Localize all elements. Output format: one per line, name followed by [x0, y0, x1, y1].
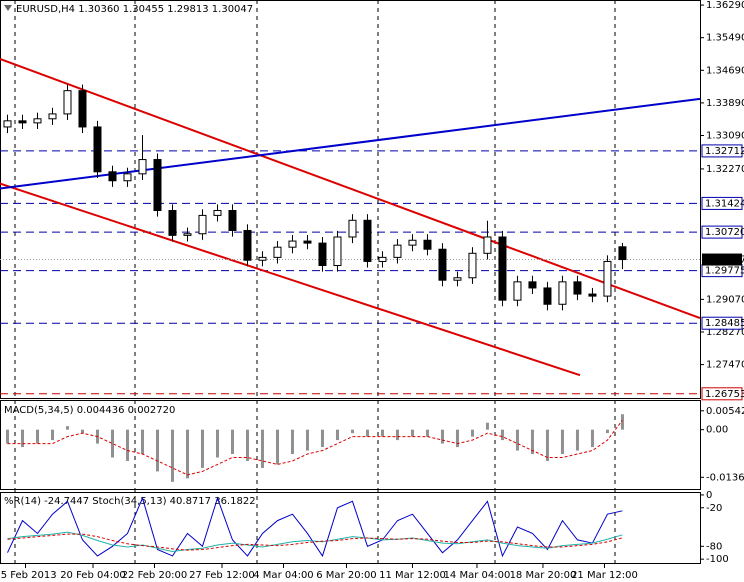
candle-body: [33, 118, 42, 124]
level-label: 1.32712: [705, 146, 744, 157]
y-tick-label: 1.33090: [706, 131, 744, 142]
candle-body: [363, 219, 372, 262]
y-tick-label: 1.36290: [706, 0, 744, 11]
candle-body: [243, 229, 252, 261]
osc-title: %R(14) -24.7447 Stoch(34,5,13) 40.8717 3…: [4, 496, 256, 507]
x-tick-label: 14 Mar 04:00: [444, 570, 511, 581]
trend-line: [0, 182, 581, 377]
y-tick-label: 1.34690: [706, 65, 744, 76]
x-tick-label: 11 Mar 12:00: [379, 570, 446, 581]
candle-body: [423, 239, 432, 250]
macd-title: MACD(5,34,5) 0.004436 0.002720: [4, 405, 175, 416]
y-tick-label: 0.005429: [706, 406, 744, 417]
candle-body: [78, 90, 87, 128]
candle-body: [603, 260, 612, 297]
panel-frames: [0, 0, 701, 564]
y-tick-label: 1.33890: [706, 98, 744, 109]
macd-signal: [7, 419, 623, 476]
level-label: 1.30720: [705, 227, 744, 238]
vertical-separators: [14, 0, 616, 564]
x-tick-label: 15 Feb 2013: [0, 570, 57, 581]
candle-body: [393, 244, 402, 258]
candle-body: [498, 236, 507, 301]
candle-body: [198, 214, 207, 235]
candle-body: [468, 252, 477, 279]
candle-body: [528, 281, 537, 289]
candle-body: [513, 281, 522, 301]
current-price-box: [702, 253, 742, 266]
candle-body: [138, 159, 147, 175]
y-tick-label: 1.28270: [706, 327, 744, 338]
candle-body: [123, 173, 132, 182]
y-tick-label: 1.29070: [706, 294, 744, 305]
level-label-box: [701, 196, 743, 210]
candle-body: [573, 281, 582, 295]
candle-body: [318, 242, 327, 267]
candle-body: [438, 248, 447, 281]
level-label: 1.29775: [705, 266, 744, 277]
candle-body: [3, 120, 12, 128]
level-label-box: [701, 387, 743, 401]
x-tick-label: 27 Feb 12:00: [189, 570, 255, 581]
y-tick-label: 1.35490: [706, 33, 744, 44]
candle-body: [333, 236, 342, 267]
x-tick-label: 6 Mar 20:00: [316, 570, 376, 581]
level-label: 1.26753: [705, 389, 744, 400]
candle-body: [558, 281, 567, 305]
osc-line: [7, 533, 623, 551]
candle-body: [213, 210, 222, 216]
candle-body: [168, 210, 177, 236]
level-label: 1.31424: [705, 198, 744, 209]
osc-line: [7, 531, 623, 552]
level-label-box: [701, 144, 743, 158]
x-tick-label: 18 Mar 20:00: [510, 570, 577, 581]
candle-body: [63, 90, 72, 115]
candle-body: [48, 113, 57, 120]
candle-body: [273, 246, 282, 258]
candle-body: [183, 233, 192, 236]
candle-body: [303, 240, 312, 244]
candle-body: [288, 240, 297, 248]
candle-body: [228, 210, 237, 231]
candle-body: [93, 126, 102, 173]
candle-body: [18, 120, 27, 124]
candle-body: [258, 256, 267, 261]
y-tick-label: -0.013688: [706, 472, 744, 483]
candle-body: [483, 236, 492, 254]
candle-body: [453, 277, 462, 281]
main-title: EURUSD,H4 1.30360 1.30455 1.29813 1.3004…: [16, 4, 253, 15]
icon: [4, 5, 12, 11]
candle-body: [153, 159, 162, 212]
candle-body: [378, 256, 387, 262]
y-tick-label: 0.00: [706, 425, 728, 436]
y-tick-label: -80: [706, 541, 722, 552]
x-tick-label: 21 Mar 12:00: [571, 570, 638, 581]
y-tick-label: 0: [706, 490, 712, 501]
candle-body: [108, 171, 117, 182]
osc-line: [7, 496, 623, 558]
y-tick-label: 1.32270: [706, 164, 744, 175]
x-tick-label: 4 Mar 04:00: [253, 570, 313, 581]
trend-line: [0, 97, 701, 190]
level-label-box: [701, 316, 743, 330]
candle-body: [408, 239, 417, 246]
current-price-label: 1.30047: [705, 255, 744, 266]
y-tick-label: 1.27470: [706, 360, 744, 371]
candle-body: [618, 246, 627, 261]
candle-body: [348, 219, 357, 238]
candle-body: [543, 287, 552, 305]
candle-body: [588, 293, 597, 297]
y-tick-label: -100: [706, 554, 729, 565]
level-label: 1.28485: [705, 318, 744, 329]
x-tick-label: 22 Feb 20:00: [122, 570, 188, 581]
trend-line: [0, 57, 701, 320]
y-tick-label: -20: [706, 503, 722, 514]
x-tick-label: 20 Feb 04:00: [60, 570, 126, 581]
level-label-box: [701, 225, 743, 239]
